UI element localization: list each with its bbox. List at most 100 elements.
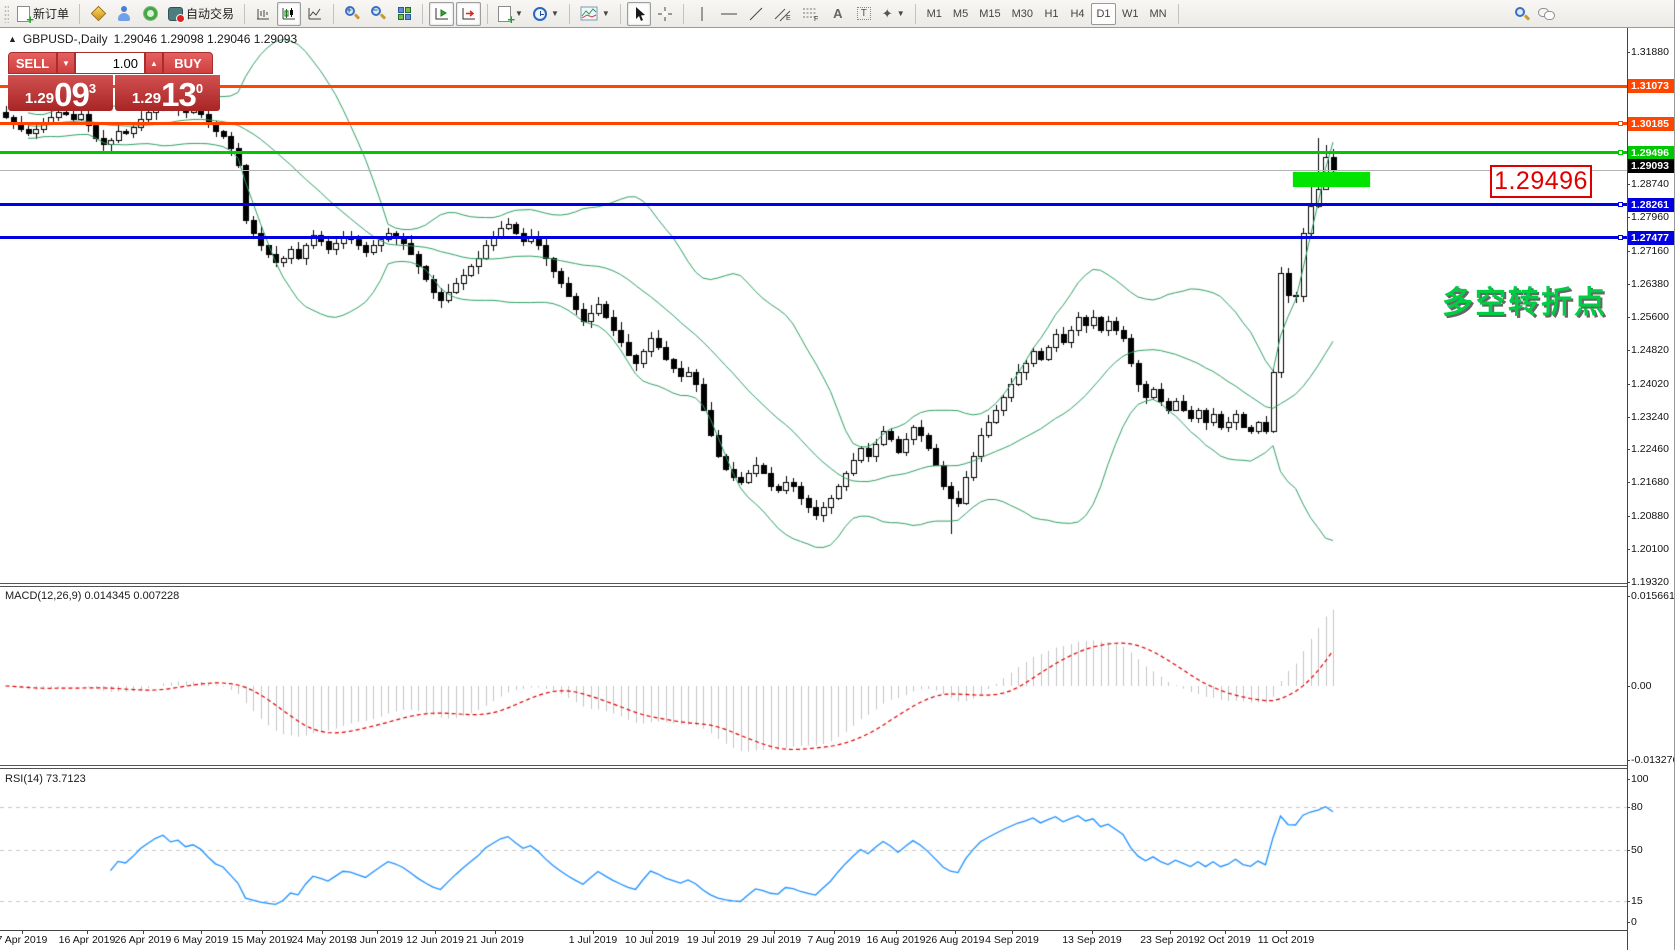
date-tick-label: 29 Jul 2019	[746, 934, 802, 946]
buy-price-display[interactable]: 1.29 13 0	[115, 75, 220, 111]
date-tick-mark	[774, 931, 775, 934]
community-button[interactable]	[112, 2, 136, 26]
price-tick-label: 1.21680	[1627, 476, 1669, 489]
indicators-button[interactable]: ▼	[576, 2, 614, 26]
pane-divider[interactable]	[0, 583, 1674, 587]
profiles-button[interactable]: ▼	[529, 2, 563, 26]
toolbar-separator	[568, 3, 570, 24]
price-tick-label: 1.27160	[1627, 245, 1669, 258]
horizontal-line-object[interactable]	[0, 84, 1627, 88]
zoom-out-icon: −	[370, 5, 386, 21]
rsi-canvas[interactable]	[0, 769, 1627, 930]
zoom-out-button[interactable]: −	[366, 2, 390, 26]
date-tick-label: 10 Jul 2019	[624, 934, 680, 946]
timeframe-w1[interactable]: W1	[1122, 7, 1139, 20]
indicators-icon	[580, 6, 598, 20]
text-label-button[interactable]: T	[852, 2, 876, 26]
horizontal-line-object[interactable]	[0, 203, 1627, 207]
vertical-line-icon	[701, 6, 703, 21]
price-tick-label: 1.27960	[1627, 211, 1669, 224]
toolbar-grip[interactable]	[4, 4, 9, 23]
timeframe-m30[interactable]: M30	[1011, 7, 1033, 20]
timeframe-m5[interactable]: M5	[952, 7, 969, 20]
timeframe-h4[interactable]: H4	[1070, 7, 1085, 20]
volume-increase-button[interactable]: ▲	[145, 52, 163, 74]
timeframe-mn[interactable]: MN	[1149, 7, 1167, 20]
price-tick-label: 1.25600	[1627, 310, 1669, 323]
price-tick-label: 1.28740	[1627, 178, 1669, 191]
volume-input[interactable]	[75, 52, 145, 74]
horizontal-line-object[interactable]	[0, 122, 1627, 126]
sell-button[interactable]: SELL	[8, 52, 57, 74]
line-price-label: 1.31073	[1628, 79, 1674, 94]
tile-windows-button[interactable]	[392, 2, 416, 26]
text-button[interactable]: A	[826, 2, 850, 26]
collapse-panel-icon[interactable]: ▲	[8, 34, 17, 44]
volume-decrease-button[interactable]: ▼	[57, 52, 75, 74]
signals-button[interactable]	[138, 2, 162, 26]
line-handle[interactable]	[1618, 121, 1623, 127]
price-axis[interactable]: 1.31880 1.28740 1.27960 1.27160 1.26380 1.256…	[1626, 28, 1674, 950]
price-tick-label: 1.20880	[1627, 510, 1669, 523]
zoom-in-button[interactable]: +	[340, 2, 364, 26]
highlight-rectangle[interactable]	[1293, 172, 1370, 187]
line-chart-icon	[308, 7, 322, 19]
equidistant-channel-button[interactable]: E	[770, 2, 796, 26]
line-handle[interactable]	[1618, 150, 1623, 156]
line-chart-button[interactable]	[303, 2, 327, 26]
fibonacci-button[interactable]: F	[798, 2, 824, 26]
timeframe-d1[interactable]: D1	[1091, 2, 1116, 25]
new-order-button[interactable]: + 新订单	[13, 2, 73, 26]
price-tick-label: 1.26380	[1627, 278, 1669, 291]
timeframe-m15[interactable]: M15	[979, 7, 1001, 20]
date-tick-label: 2 Oct 2019	[1199, 934, 1251, 946]
timeframe-m1[interactable]: M1	[926, 7, 942, 20]
pane-divider[interactable]	[0, 765, 1674, 769]
new-chart-button[interactable]: + ▼	[494, 2, 527, 26]
buy-button[interactable]: BUY	[163, 52, 213, 74]
macd-canvas[interactable]	[0, 587, 1627, 765]
svg-text:F: F	[814, 16, 818, 22]
current-price-line	[0, 169, 1627, 171]
date-tick-label: 15 May 2019	[231, 934, 293, 946]
date-tick-mark	[262, 931, 263, 934]
date-tick-label: 26 Aug 2019	[925, 934, 985, 946]
indicator-scale-label: 80	[1627, 801, 1643, 813]
horizontal-line-object[interactable]	[0, 151, 1627, 155]
line-handle[interactable]	[1618, 235, 1623, 241]
date-tick-mark	[896, 931, 897, 934]
date-tick-mark	[834, 931, 835, 934]
trendline-button[interactable]	[744, 2, 768, 26]
search-icon[interactable]	[1515, 6, 1531, 22]
chinese-annotation[interactable]: 多空转折点	[1442, 285, 1607, 320]
candlestick-chart-button[interactable]	[277, 1, 302, 26]
date-tick-label: 21 Jun 2019	[466, 934, 524, 946]
date-axis[interactable]: 7 Apr 2019 16 Apr 2019 26 Apr 2019 6 May 20…	[0, 930, 1627, 950]
chart-shift-button[interactable]	[456, 1, 482, 26]
symbol-title: GBPUSD-,Daily	[22, 32, 108, 46]
main-chart-canvas[interactable]	[0, 28, 1627, 583]
sell-price-display[interactable]: 1.29 09 3	[8, 75, 113, 111]
line-handle[interactable]	[1618, 202, 1623, 208]
date-tick-mark	[652, 931, 653, 934]
price-callout-box[interactable]: 1.29496	[1490, 165, 1592, 198]
sell-price-big: 09	[54, 76, 90, 113]
cursor-icon	[635, 6, 645, 21]
auto-scroll-button[interactable]	[429, 1, 455, 26]
cursor-button[interactable]	[626, 1, 651, 26]
market-button[interactable]	[86, 2, 110, 26]
horizontal-line-button[interactable]	[716, 2, 742, 26]
chart-shift-icon	[462, 7, 476, 19]
indicator-scale-label: 50	[1627, 844, 1643, 856]
bar-chart-button[interactable]	[251, 2, 275, 26]
arrows-button[interactable]: ✦ ▼	[878, 2, 909, 26]
date-tick-mark	[955, 931, 956, 934]
price-tick-label: 1.24820	[1627, 343, 1669, 356]
chat-icon[interactable]	[1538, 7, 1555, 21]
horizontal-line-object[interactable]	[0, 236, 1627, 240]
crosshair-button[interactable]	[653, 2, 677, 26]
autotrading-button[interactable]: 自动交易	[164, 2, 238, 26]
timeframe-h1[interactable]: H1	[1044, 7, 1059, 20]
vertical-line-button[interactable]	[690, 2, 714, 26]
